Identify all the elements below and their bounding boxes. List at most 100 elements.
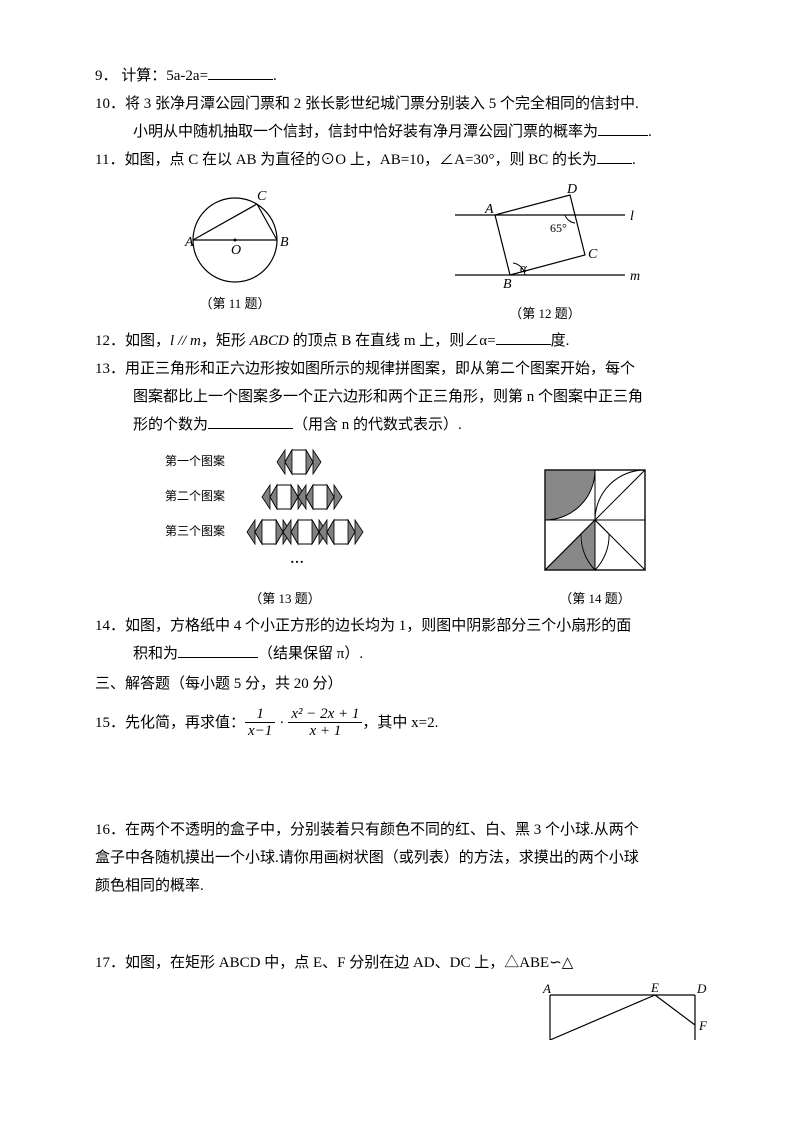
- q12-c: 的顶点 B 在直线 m 上，则∠α=: [289, 333, 496, 349]
- q15-frac1: 1 x−1: [245, 706, 275, 740]
- question-12: 12．如图，l // m，矩形 ABCD 的顶点 B 在直线 m 上，则∠α= 度…: [95, 329, 715, 353]
- q10-line2b: .: [648, 124, 652, 140]
- question-9: 9． 计算：5a-2a=.: [95, 64, 715, 88]
- question-13-l2: 图案都比上一个图案多一个正六边形和两个正三角形，则第 n 个图案中正三角: [95, 385, 715, 409]
- fig11-caption: （第 11 题）: [199, 294, 270, 315]
- figure-17-wrap: A E D F: [95, 980, 715, 1040]
- spacer-16: [95, 902, 715, 947]
- q12-abcd: ABCD: [250, 333, 289, 349]
- fig12-alpha: α: [520, 260, 528, 275]
- figure-14: （第 14 题）: [535, 465, 655, 610]
- q12-num: 12．: [95, 333, 125, 349]
- fig17-F: F: [698, 1018, 708, 1033]
- q15-b: ，其中 x=2.: [362, 711, 438, 735]
- question-16-l2: 盒子中各随机摸出一个小球.请你用画树状图（或列表）的方法，求摸出的两个小球: [95, 846, 715, 870]
- fig13-svg: 第一个图案 第二个图案 第三个图案 …: [155, 445, 415, 585]
- fig13-dots: …: [290, 552, 304, 567]
- q14-l1: 如图，方格纸中 4 个小正方形的边长均为 1，则图中阴影部分三个小扇形的面: [125, 618, 631, 634]
- question-10: 10．将 3 张净月潭公园门票和 2 张长影世纪城门票分别装入 5 个完全相同的…: [95, 92, 715, 116]
- fig14-svg: [535, 465, 655, 585]
- q16-l1: 在两个不透明的盒子中，分别装着只有颜色不同的红、白、黑 3 个小球.从两个: [125, 822, 639, 838]
- q10-num: 10．: [95, 96, 125, 112]
- q9-num: 9．: [95, 68, 118, 84]
- question-11: 11．如图，点 C 在以 AB 为直径的⊙O 上，AB=10，∠A=30°，则 …: [95, 148, 715, 172]
- question-16: 16．在两个不透明的盒子中，分别装着只有颜色不同的红、白、黑 3 个小球.从两个: [95, 818, 715, 842]
- q11-text-b: .: [632, 152, 636, 168]
- fig12-m: m: [630, 269, 640, 284]
- fig11-C: C: [257, 189, 267, 204]
- fig17-E: E: [650, 980, 659, 995]
- question-13: 13．用正三角形和正六边形按如图所示的规律拼图案，即从第二个图案开始，每个: [95, 357, 715, 381]
- fig12-l: l: [630, 209, 634, 224]
- q11-num: 11．: [95, 152, 124, 168]
- fig11-svg: A B C O: [165, 180, 305, 290]
- q12-d: 度.: [551, 333, 570, 349]
- q13-blank: [208, 413, 293, 429]
- q9-text-b: .: [273, 68, 277, 84]
- q16-l3: 颜色相同的概率.: [95, 878, 204, 894]
- fig17-A: A: [542, 981, 551, 996]
- q15-dot: ·: [279, 711, 284, 735]
- q14-blank: [178, 642, 258, 658]
- q16-num: 16．: [95, 822, 125, 838]
- fig11-A: A: [184, 235, 194, 250]
- figure-12: A D C B l m 65° α （第 12 题）: [445, 180, 645, 325]
- q10-blank: [598, 120, 648, 136]
- figure-11: A B C O （第 11 题）: [165, 180, 305, 325]
- section-3-header: 三、解答题（每小题 5 分，共 20 分）: [95, 672, 715, 696]
- fig17-svg: A E D F: [535, 980, 715, 1040]
- fig13-caption: （第 13 题）: [249, 589, 321, 610]
- q16-l2: 盒子中各随机摸出一个小球.请你用画树状图（或列表）的方法，求摸出的两个小球: [95, 850, 639, 866]
- q9-text-a: 计算：5a-2a=: [121, 68, 208, 84]
- question-13-l3: 形的个数为 （用含 n 的代数式表示）.: [95, 413, 715, 437]
- q14-num: 14．: [95, 618, 125, 634]
- spacer-15: [95, 744, 715, 814]
- q17-num: 17．: [95, 955, 125, 971]
- fig12-svg: A D C B l m 65° α: [445, 180, 645, 300]
- question-10-line2: 小明从中随机抽取一个信封，信封中恰好装有净月潭公园门票的概率为.: [95, 120, 715, 144]
- q10-line2a: 小明从中随机抽取一个信封，信封中恰好装有净月潭公园门票的概率为: [133, 124, 598, 140]
- fig12-B: B: [503, 277, 512, 292]
- figure-row-13-14: 第一个图案 第二个图案 第三个图案 … （第 13 题）: [95, 445, 715, 610]
- q15-f1n: 1: [245, 706, 275, 724]
- question-14: 14．如图，方格纸中 4 个小正方形的边长均为 1，则图中阴影部分三个小扇形的面: [95, 614, 715, 638]
- q15-num: 15．: [95, 711, 125, 735]
- q11-blank: [597, 148, 632, 164]
- q15-f1d: x−1: [245, 723, 275, 740]
- q10-line1: 将 3 张净月潭公园门票和 2 张长影世纪城门票分别装入 5 个完全相同的信封中…: [125, 96, 639, 112]
- fig12-65: 65°: [550, 221, 567, 235]
- fig12-caption: （第 12 题）: [509, 304, 581, 325]
- q13-num: 13．: [95, 361, 125, 377]
- question-16-l3: 颜色相同的概率.: [95, 874, 715, 898]
- q12-a: 如图，: [125, 333, 170, 349]
- fig12-A: A: [484, 202, 494, 217]
- q14-l2b: （结果保留 π）.: [258, 646, 363, 662]
- q13-l3a: 形的个数为: [133, 417, 208, 433]
- q13-l2: 图案都比上一个图案多一个正六边形和两个正三角形，则第 n 个图案中正三角: [133, 389, 643, 405]
- q9-blank: [208, 64, 273, 80]
- fig12-D: D: [566, 182, 577, 197]
- q12-lm: l // m: [170, 333, 201, 349]
- fig12-C: C: [588, 247, 598, 262]
- q13-l3b: （用含 n 的代数式表示）.: [293, 417, 462, 433]
- figure-13: 第一个图案 第二个图案 第三个图案 … （第 13 题）: [155, 445, 415, 610]
- q12-blank: [496, 329, 551, 345]
- figure-row-11-12: A B C O （第 11 题） A D C B l m 65° α （第 12…: [95, 180, 715, 325]
- fig17-D: D: [696, 981, 707, 996]
- fig13-r1: 第一个图案: [165, 453, 225, 468]
- q11-text-a: 如图，点 C 在以 AB 为直径的⊙O 上，AB=10，∠A=30°，则 BC …: [124, 152, 597, 168]
- q13-l1: 用正三角形和正六边形按如图所示的规律拼图案，即从第二个图案开始，每个: [125, 361, 635, 377]
- q12-b: ，矩形: [201, 333, 250, 349]
- q15-a: 先化简，再求值：: [125, 711, 245, 735]
- fig11-B: B: [280, 235, 289, 250]
- q15-frac2: x² − 2x + 1 x + 1: [288, 706, 362, 740]
- question-14-l2: 积和为 （结果保留 π）.: [95, 642, 715, 666]
- q15-f2d: x + 1: [288, 723, 362, 740]
- fig11-O: O: [231, 243, 241, 258]
- question-17: 17．如图，在矩形 ABCD 中，点 E、F 分别在边 AD、DC 上，△ABE…: [95, 951, 715, 975]
- q17-text: 如图，在矩形 ABCD 中，点 E、F 分别在边 AD、DC 上，△ABE∽△: [125, 955, 573, 971]
- question-15: 15．先化简，再求值： 1 x−1 · x² − 2x + 1 x + 1 ，其…: [95, 706, 715, 740]
- fig13-r2: 第二个图案: [165, 488, 225, 503]
- fig13-r3: 第三个图案: [165, 523, 225, 538]
- q14-l2a: 积和为: [133, 646, 178, 662]
